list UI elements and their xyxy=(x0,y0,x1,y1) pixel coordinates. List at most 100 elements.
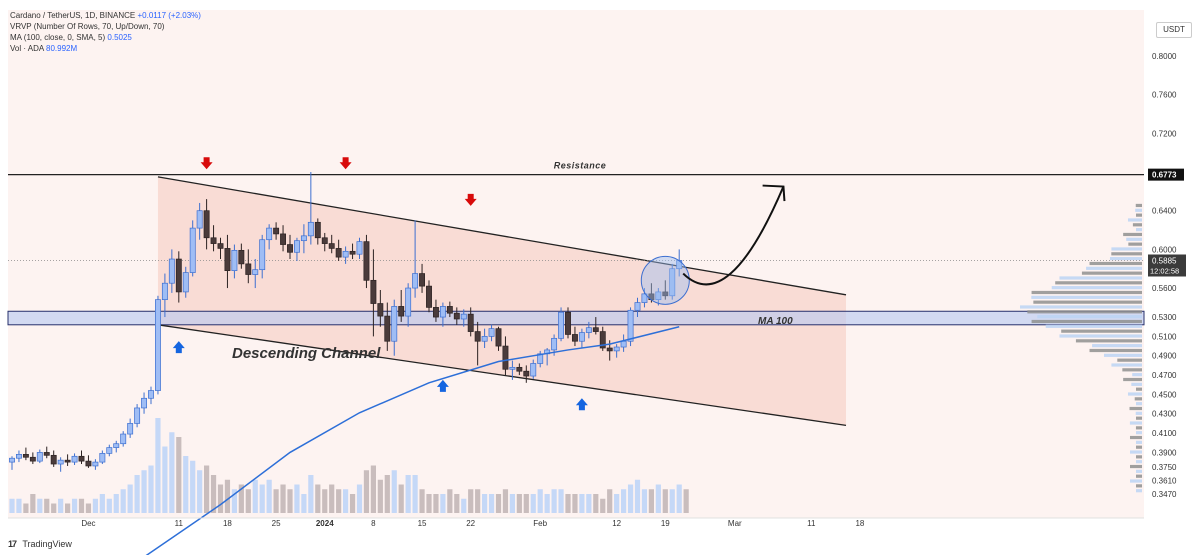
volume-bar xyxy=(134,475,140,513)
volume-profile-bar xyxy=(1075,339,1142,343)
volume-bar xyxy=(162,446,168,513)
volume-profile-bar xyxy=(1127,392,1142,396)
candle-body xyxy=(92,461,99,467)
x-tick-label: 18 xyxy=(855,519,864,528)
volume-profile-bar xyxy=(1132,223,1142,227)
volume-bar xyxy=(544,494,550,513)
candle-body xyxy=(71,455,78,463)
candle-body xyxy=(287,244,293,253)
y-tick-label: 0.4300 xyxy=(1152,410,1177,419)
candle-body xyxy=(141,397,147,409)
volume-bar xyxy=(370,465,376,513)
volume-bar xyxy=(280,484,286,513)
volume-bar xyxy=(509,494,515,513)
volume-bar xyxy=(349,494,356,513)
y-tick-label: 0.4100 xyxy=(1152,429,1177,438)
candle-body xyxy=(502,345,509,370)
candle-body xyxy=(405,287,412,317)
volume-bar xyxy=(488,494,495,513)
candle-body xyxy=(356,241,363,255)
volume-bar xyxy=(475,489,481,513)
volume-profile-bar xyxy=(1128,242,1142,246)
candle-body xyxy=(495,328,502,347)
candle-body xyxy=(453,312,460,320)
x-tick-label: 19 xyxy=(661,519,670,528)
brand-name: TradingView xyxy=(22,539,72,549)
ma100-label: MA 100 xyxy=(758,316,793,327)
volume-profile-bar xyxy=(1020,305,1142,309)
volume-bar xyxy=(301,494,307,513)
candle-body xyxy=(182,272,189,293)
candle-body xyxy=(9,457,15,463)
volume-bar xyxy=(92,498,98,513)
candle-body xyxy=(509,366,516,370)
volume-profile-bar xyxy=(1136,445,1142,449)
y-tick-label: 0.4700 xyxy=(1152,371,1177,380)
volume-bar xyxy=(176,437,182,513)
resistance-touch-arrow-icon xyxy=(200,157,213,170)
candle-body xyxy=(85,460,92,467)
candle-body xyxy=(620,340,627,348)
candle-body xyxy=(634,302,641,311)
candle-body xyxy=(585,327,592,333)
candle-body xyxy=(592,327,599,332)
footer-brand: 17 TradingView xyxy=(8,539,72,549)
candle-body xyxy=(655,291,662,301)
resistance-price-tag xyxy=(1148,168,1184,181)
candle-body xyxy=(571,334,578,342)
candle-body xyxy=(50,454,57,465)
x-tick-label: 18 xyxy=(223,519,232,528)
candle-body xyxy=(439,306,446,318)
candle-body xyxy=(662,291,669,297)
candle-body xyxy=(78,455,85,462)
volume-profile-bar xyxy=(1129,421,1142,425)
candle-body xyxy=(99,453,106,463)
candle-body xyxy=(384,315,391,342)
candle-body xyxy=(613,346,620,352)
volume-bar xyxy=(516,494,522,513)
volume-bar xyxy=(65,503,71,513)
volume-bar xyxy=(523,494,529,513)
volume-bar xyxy=(391,470,397,513)
volume-profile-bar xyxy=(1031,295,1142,299)
candle-body xyxy=(189,227,196,273)
volume-bar xyxy=(634,479,641,513)
volume-bar xyxy=(565,494,571,513)
y-tick-label: 0.4900 xyxy=(1152,352,1177,361)
volume-bar xyxy=(238,484,244,513)
volume-profile-bar xyxy=(1045,324,1142,328)
volume-bar xyxy=(245,489,251,513)
volume-bar xyxy=(210,475,217,513)
volume-profile-bar xyxy=(1129,450,1142,454)
volume-bar xyxy=(655,484,661,513)
channel-lower-line xyxy=(157,324,847,426)
volume-profile-bar xyxy=(1111,363,1142,367)
volume-profile-bar xyxy=(1135,440,1142,444)
volume-bar xyxy=(641,489,648,513)
volume-bar xyxy=(356,484,363,513)
volume-profile-bar xyxy=(1031,319,1142,324)
x-tick-label: 11 xyxy=(807,519,816,528)
volume-bar xyxy=(454,494,460,513)
volume-bar xyxy=(224,479,231,513)
volume-bar xyxy=(586,494,592,513)
candle-body xyxy=(419,273,426,287)
candle-body xyxy=(231,249,238,271)
volume-bar xyxy=(273,489,279,513)
volume-profile-bar xyxy=(1081,271,1142,275)
countdown-label: 12:02:58 xyxy=(1150,266,1179,275)
y-tick-label: 0.3900 xyxy=(1152,448,1177,457)
channel-label: Descending Channel xyxy=(232,345,381,362)
x-tick-label: Feb xyxy=(533,519,547,528)
volume-bar xyxy=(648,489,654,513)
volume-bar xyxy=(322,489,328,513)
candle-body xyxy=(273,227,280,235)
currency-button[interactable]: USDT xyxy=(1156,22,1192,38)
candle-body xyxy=(203,210,210,239)
x-tick-label: 12 xyxy=(612,519,621,528)
price-change: +0.0117 (+2.03%) xyxy=(137,11,201,20)
candle-body xyxy=(398,306,405,317)
volume-bar xyxy=(155,418,161,513)
candle-body xyxy=(113,443,120,448)
